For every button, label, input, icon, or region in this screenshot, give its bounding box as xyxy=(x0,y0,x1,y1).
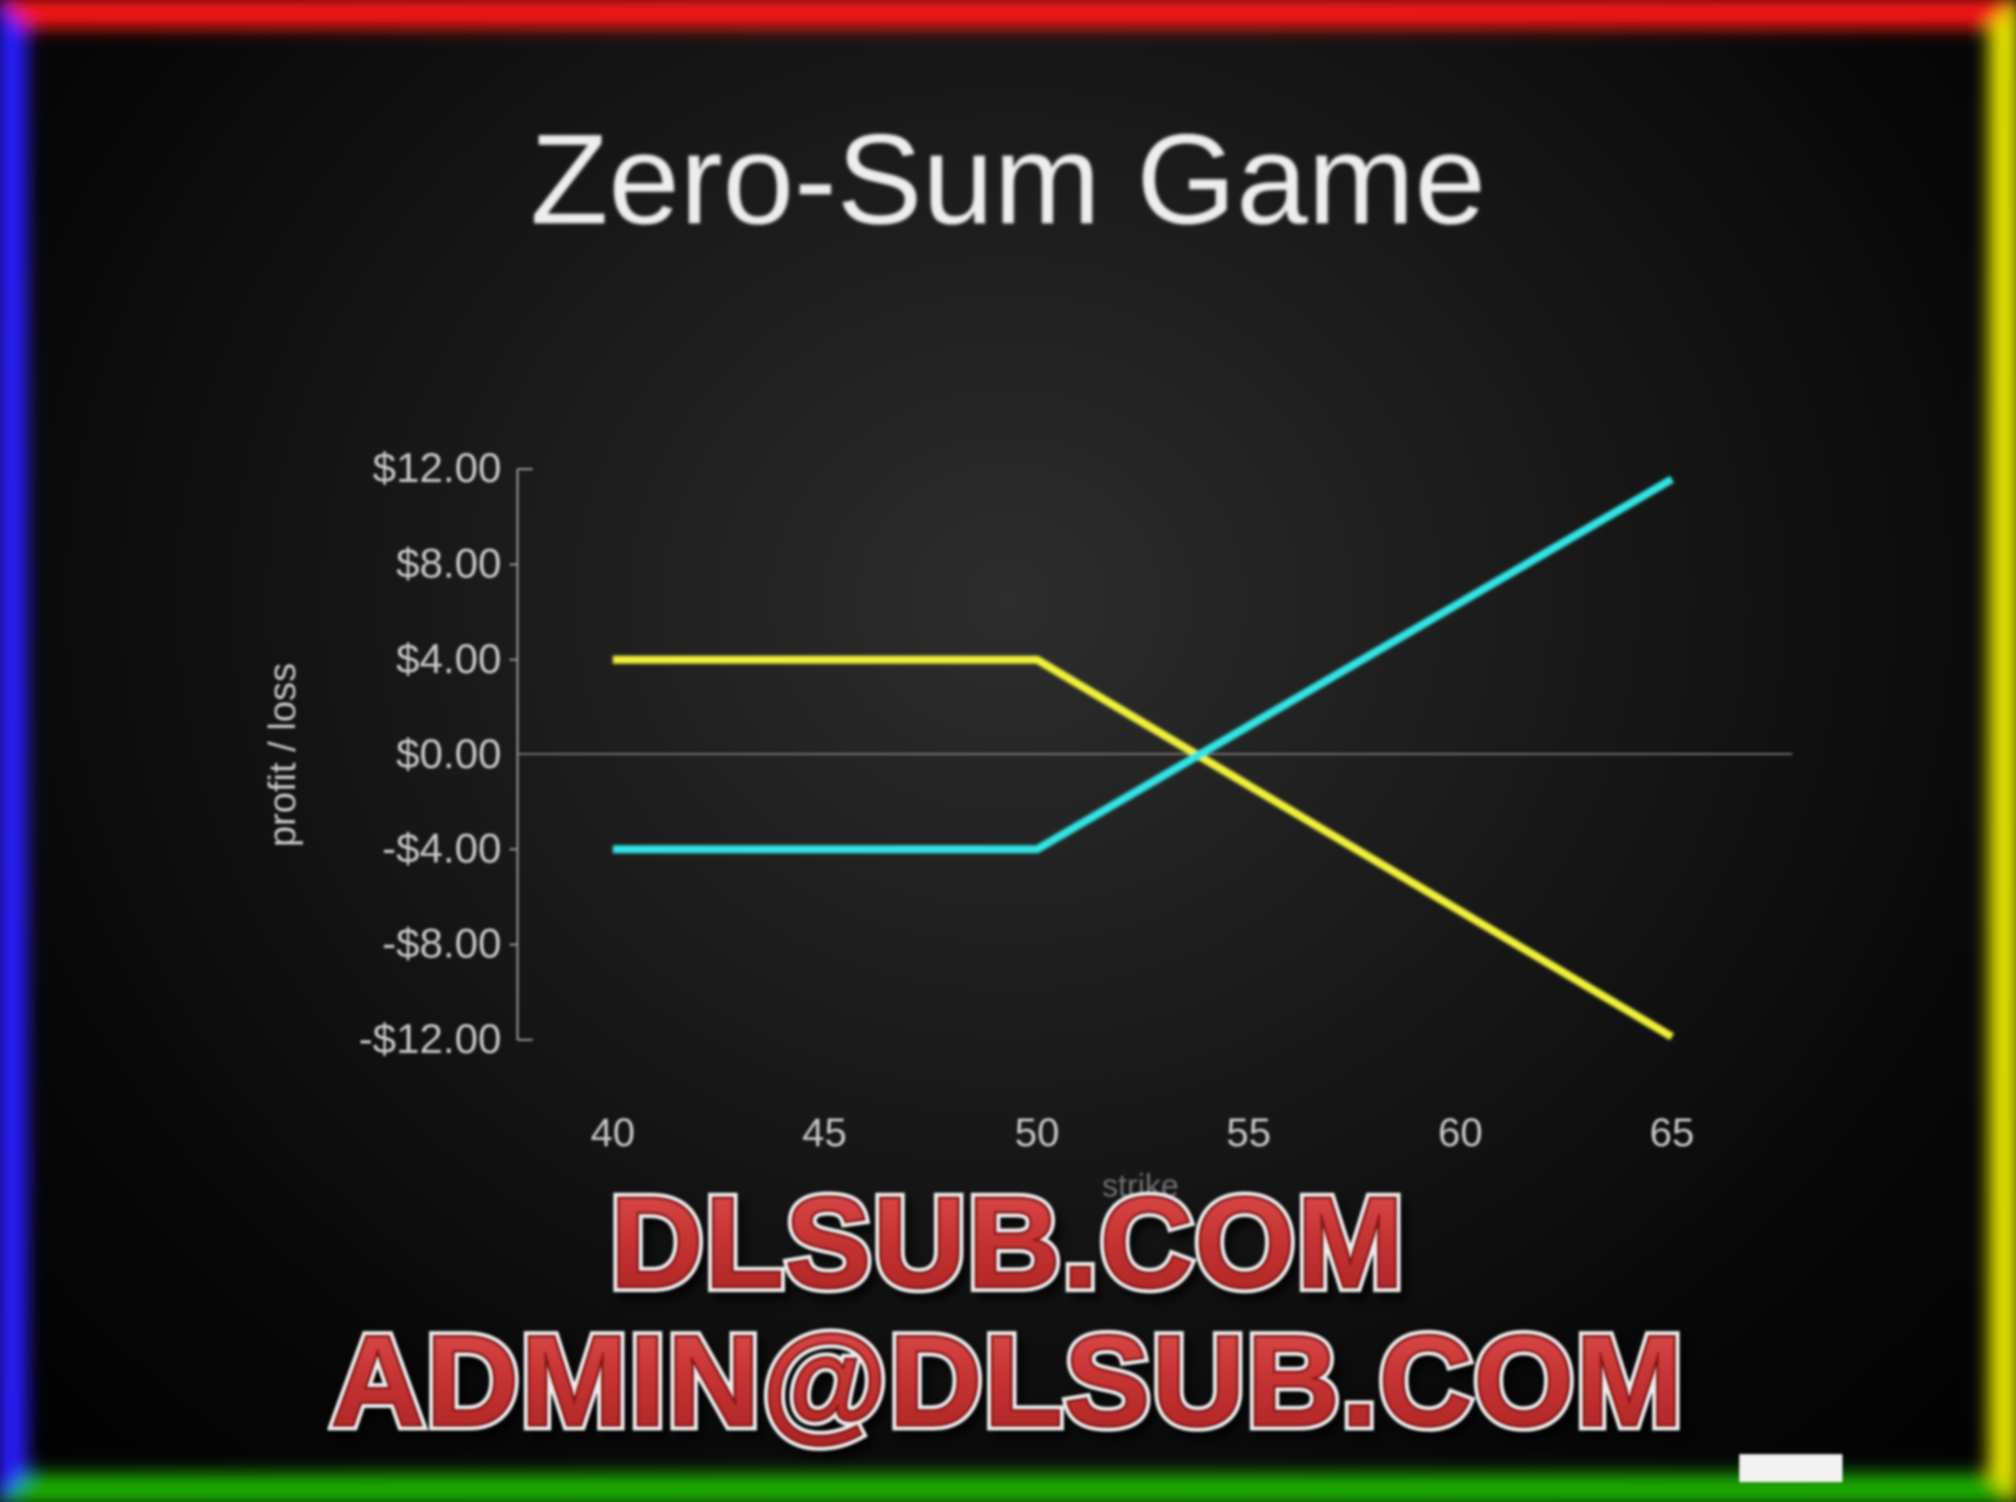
svg-text:$4.00: $4.00 xyxy=(396,635,501,682)
svg-text:$12.00: $12.00 xyxy=(373,444,502,491)
svg-text:65: 65 xyxy=(1650,1110,1695,1155)
svg-text:$0.00: $0.00 xyxy=(396,730,501,777)
svg-text:40: 40 xyxy=(591,1110,636,1155)
svg-text:45: 45 xyxy=(802,1110,847,1155)
svg-text:-$8.00: -$8.00 xyxy=(382,920,501,967)
svg-text:60: 60 xyxy=(1438,1110,1483,1155)
svg-text:55: 55 xyxy=(1226,1110,1271,1155)
svg-text:$8.00: $8.00 xyxy=(396,539,501,586)
svg-text:-$4.00: -$4.00 xyxy=(382,824,501,871)
svg-text:profit / loss: profit / loss xyxy=(262,663,304,847)
svg-text:-$12.00: -$12.00 xyxy=(359,1015,502,1062)
svg-text:50: 50 xyxy=(1015,1110,1060,1155)
